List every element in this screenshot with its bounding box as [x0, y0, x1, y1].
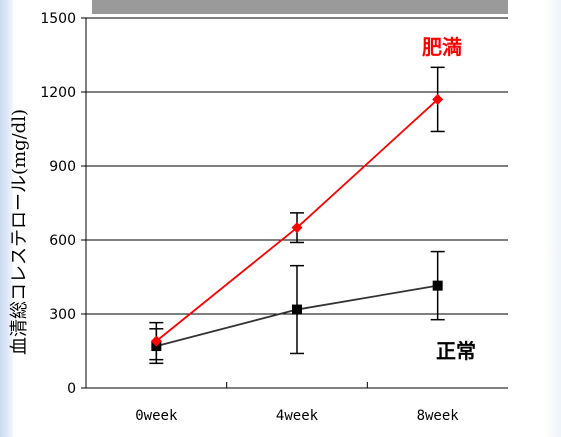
right-edge-decoration: [545, 0, 561, 437]
data-point: [432, 93, 444, 105]
y-axis-label: 血清総コレステロール(mg/dl): [9, 109, 30, 355]
x-tick-label: 8week: [417, 408, 460, 424]
y-tick-label: 900: [49, 159, 76, 175]
x-tick-label: 4week: [276, 408, 319, 424]
y-tick-label: 0: [67, 381, 76, 397]
y-tick-label: 600: [49, 233, 76, 249]
series-normal: [149, 250, 445, 365]
y-tick-labels: 0 300 600 900 1200 1500: [40, 11, 76, 397]
data-point: [150, 335, 162, 347]
series-label-obese: 肥満: [422, 35, 462, 59]
series-obese: [149, 66, 445, 361]
series-label-normal: 正常: [436, 339, 476, 363]
x-tick-labels: 0week 4week 8week: [135, 408, 459, 424]
data-point: [432, 280, 443, 291]
left-edge-decoration: [0, 0, 13, 437]
y-tick-label: 1500: [40, 11, 76, 27]
y-tick-label: 1200: [40, 85, 76, 101]
data-point: [291, 222, 303, 234]
x-tick-label: 0week: [135, 408, 178, 424]
data-point: [292, 304, 302, 315]
y-tick-label: 300: [49, 307, 76, 323]
top-band-decoration: [92, 0, 508, 14]
data-series: [149, 66, 445, 365]
axes: [81, 17, 508, 389]
